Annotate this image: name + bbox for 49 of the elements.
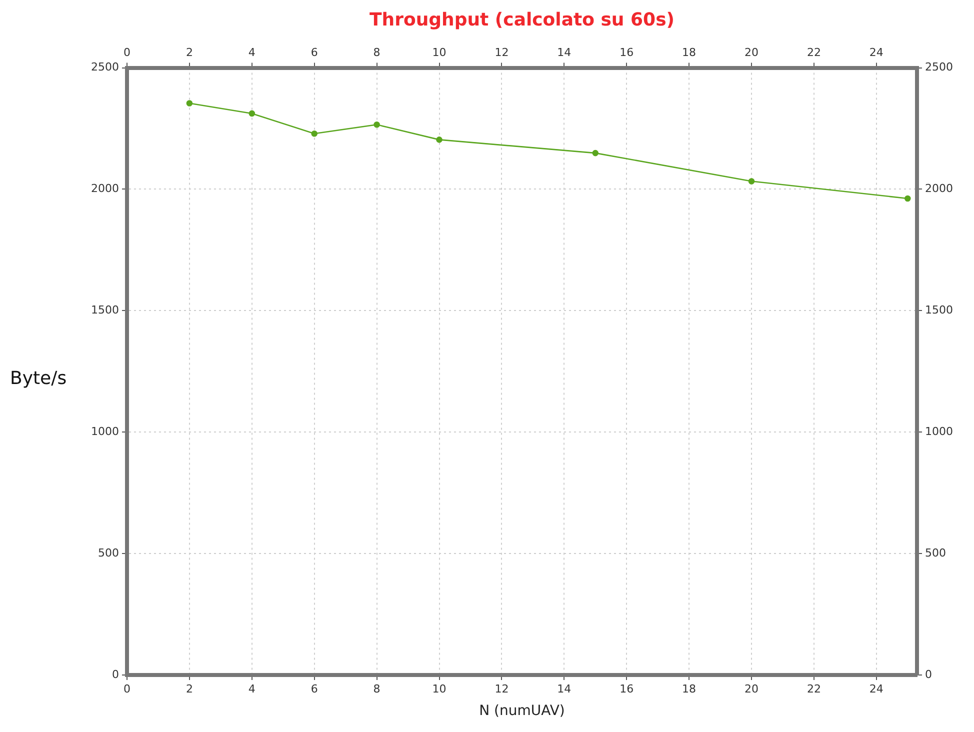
- x2-tick-label: 22: [806, 46, 821, 60]
- x-tick-label: 4: [248, 682, 256, 696]
- y-axis-title: Byte/s: [10, 368, 67, 389]
- y-tick-label: 2000: [90, 182, 119, 196]
- x-tick-label: 0: [123, 682, 130, 696]
- x2-tick-label: 6: [310, 46, 318, 60]
- point: [248, 110, 256, 117]
- point: [904, 195, 911, 202]
- x-tick-label: 14: [557, 682, 572, 696]
- y2-tick-label: 500: [925, 546, 946, 560]
- y-tick-label: 2500: [90, 60, 119, 74]
- x-tick-label: 16: [620, 682, 634, 696]
- x-tick-label: 24: [869, 682, 884, 696]
- y2-tick-label: 0: [925, 668, 932, 681]
- point: [592, 150, 599, 156]
- chart-title: Throughput (calcolato su 60s): [369, 9, 675, 30]
- x-tick-label: 12: [494, 682, 509, 696]
- x-tick-label: 20: [744, 682, 759, 696]
- y2-tick-label: 2000: [925, 182, 954, 196]
- x-tick-label: 6: [310, 682, 318, 696]
- x2-tick-label: 24: [869, 46, 884, 60]
- point: [186, 100, 193, 106]
- x2-tick-label: 10: [432, 46, 446, 60]
- x-axis-title: N (numUAV): [479, 703, 565, 720]
- x-tick-label: 8: [373, 682, 380, 696]
- x2-tick-label: 16: [620, 46, 634, 60]
- y2-tick-label: 1500: [925, 304, 954, 317]
- x2-tick-label: 0: [123, 46, 130, 60]
- y2-tick-label: 1000: [925, 424, 954, 438]
- x2-tick-label: 18: [682, 46, 696, 60]
- x2-tick-label: 8: [373, 46, 380, 60]
- point: [374, 121, 380, 128]
- x-tick-label: 18: [682, 682, 696, 696]
- y-tick-label: 1500: [90, 304, 119, 317]
- x-tick-label: 10: [432, 682, 446, 696]
- x-tick-label: 22: [806, 682, 821, 696]
- x2-tick-label: 20: [744, 46, 759, 60]
- x2-tick-label: 14: [557, 46, 572, 60]
- x2-tick-label: 4: [248, 46, 256, 60]
- point: [311, 130, 318, 137]
- y-tick-label: 500: [98, 546, 119, 560]
- x2-tick-label: 2: [186, 46, 193, 60]
- point: [436, 136, 442, 143]
- y2-tick-label: 2500: [925, 60, 954, 74]
- x2-tick-label: 12: [494, 46, 509, 60]
- x-tick-label: 2: [186, 682, 193, 696]
- y-tick-label: 1000: [90, 424, 119, 438]
- y-tick-label: 0: [112, 668, 119, 681]
- point: [748, 178, 755, 184]
